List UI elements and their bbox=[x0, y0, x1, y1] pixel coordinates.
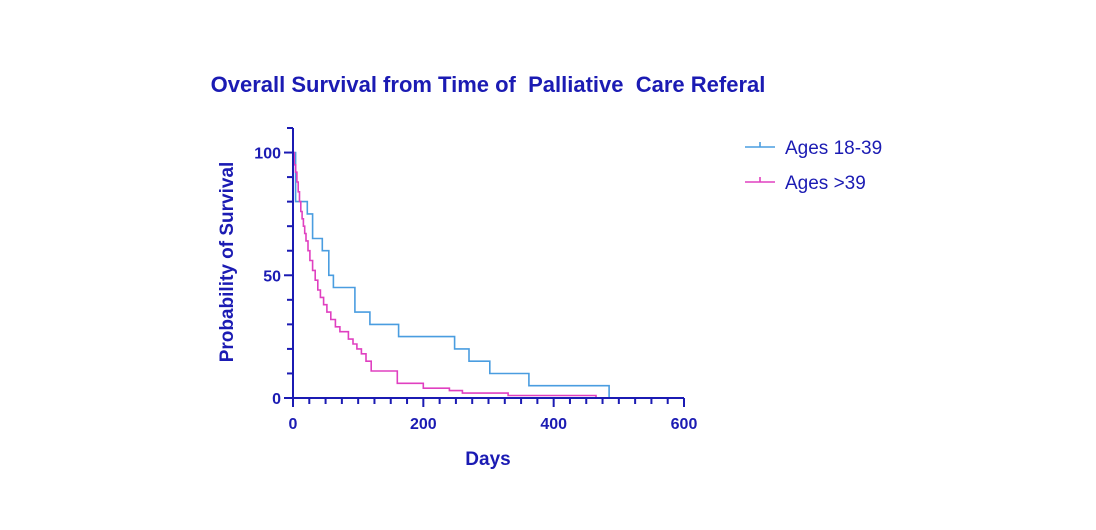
x-tick-label: 0 bbox=[289, 416, 298, 433]
legend: Ages 18-39 Ages >39 bbox=[745, 138, 882, 194]
legend-item: Ages >39 bbox=[745, 173, 866, 194]
x-tick-label: 600 bbox=[671, 416, 698, 433]
axes-layer bbox=[292, 128, 684, 399]
x-axis-title: Days bbox=[465, 449, 510, 470]
x-tick-label: 400 bbox=[540, 416, 567, 433]
y-tick-label: 50 bbox=[263, 268, 281, 285]
y-tick-label: 100 bbox=[254, 146, 281, 163]
legend-item: Ages 18-39 bbox=[745, 138, 882, 159]
y-axis-title: Probability of Survival bbox=[217, 162, 238, 363]
legend-label: Ages >39 bbox=[785, 173, 866, 194]
survival-curve-2 bbox=[293, 151, 597, 398]
series-layer bbox=[293, 151, 610, 398]
y-tick-label: 0 bbox=[272, 391, 281, 408]
legend-label: Ages 18-39 bbox=[785, 138, 882, 159]
ticks-layer: 0 200 400 600 0 50 100 bbox=[254, 127, 698, 433]
x-tick-label: 200 bbox=[410, 416, 437, 433]
survival-curve-1 bbox=[293, 151, 610, 398]
chart-title: Overall Survival from Time of Palliative… bbox=[211, 72, 766, 97]
plot-area: 0 200 400 600 0 50 100 bbox=[254, 127, 698, 433]
